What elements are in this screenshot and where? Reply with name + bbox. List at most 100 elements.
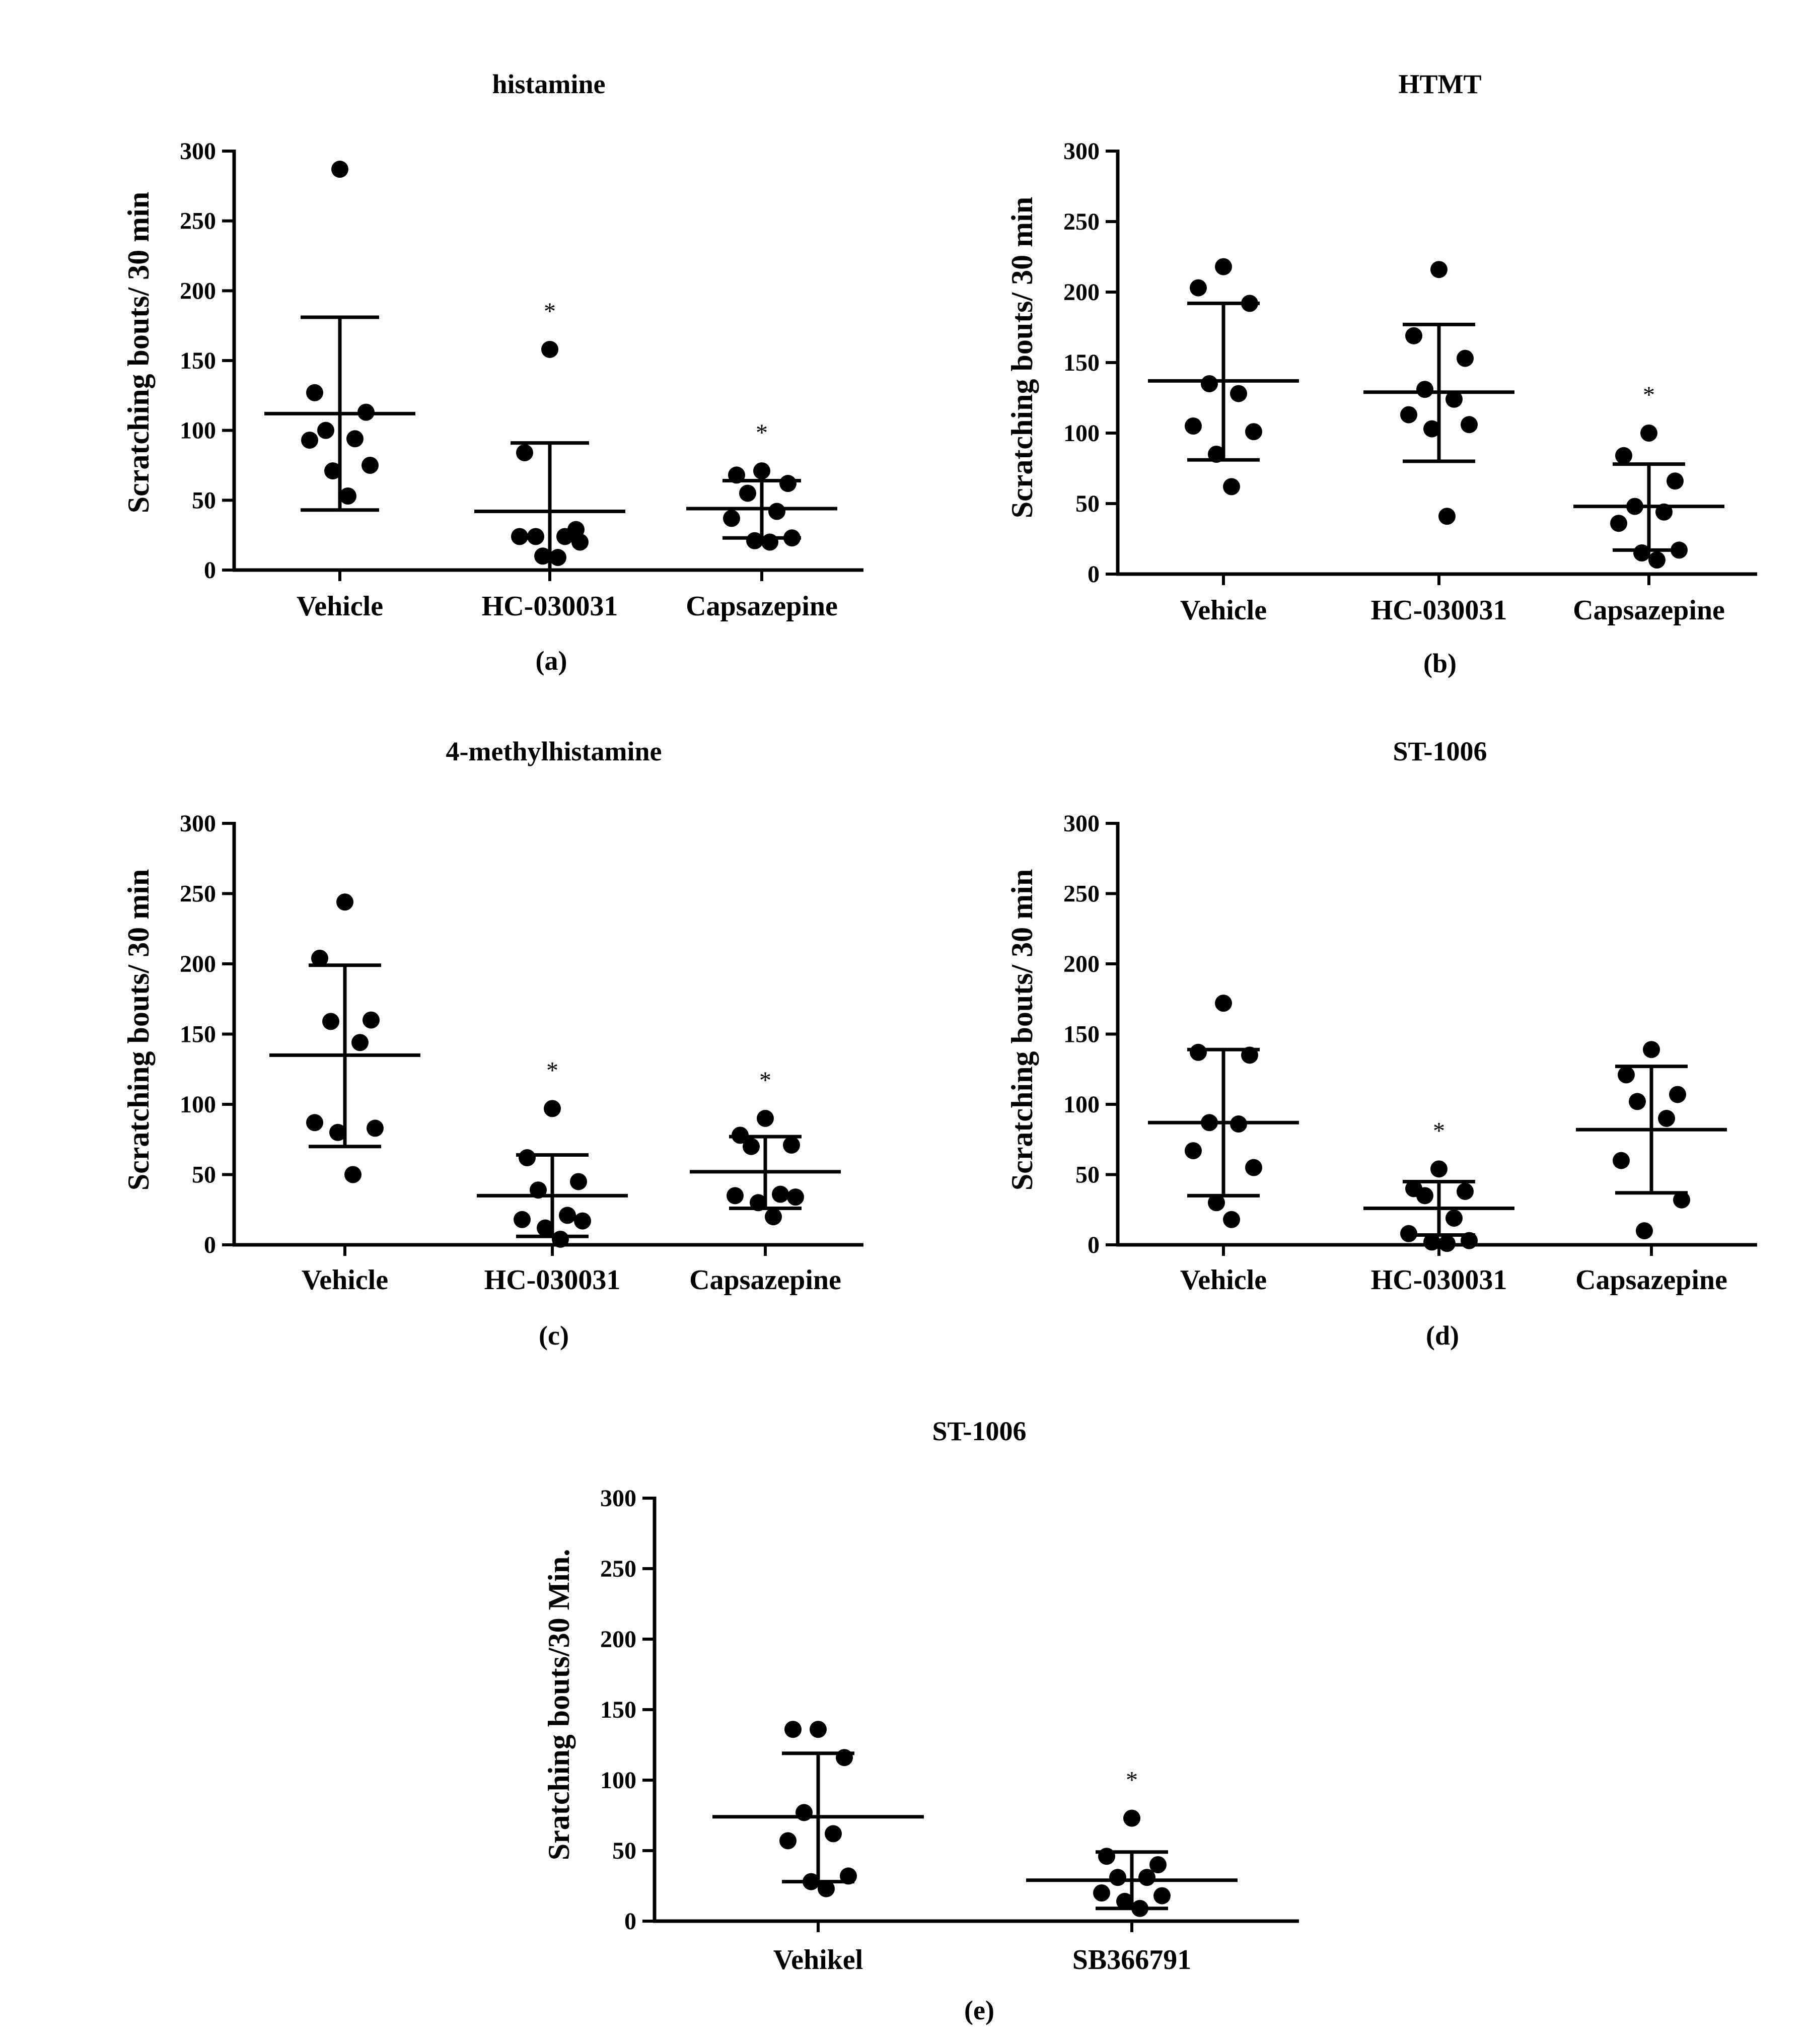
y-tick-label: 250 [1063,208,1100,235]
x-category-label: HC-030031 [484,1264,621,1296]
y-tick-label: 150 [180,1021,216,1048]
y-tick-label: 300 [1063,138,1100,165]
data-point [1636,1222,1653,1240]
x-category-label: Vehicle [1180,595,1267,626]
data-point [810,1721,827,1738]
data-point [1430,261,1448,278]
data-point [519,1149,536,1167]
plot-area: 0 50 100 150 200 250 300 Vehicle HC-030031 * Capsa… [1063,810,1757,1296]
data-point [825,1825,842,1843]
y-tick-label: 250 [1063,881,1100,907]
chart-title: ST-1006 [932,1416,1026,1446]
data-point [787,1188,804,1206]
data-point [772,1185,789,1203]
data-point [541,340,558,358]
x-category-label: Capsazepine [686,591,838,622]
y-tick-label: 200 [180,277,216,304]
data-point [1640,425,1657,442]
y-tick-label: 150 [600,1697,636,1723]
data-point [331,161,348,178]
y-tick-label: 50 [1075,1162,1100,1188]
data-point [317,421,334,439]
data-point [1093,1884,1110,1901]
data-point [1461,1232,1478,1249]
data-point [1438,508,1456,525]
data-point [301,432,318,449]
y-tick-label: 200 [1063,279,1100,306]
x-category-label: Capsazepine [1573,595,1725,626]
data-point [1438,1235,1456,1252]
y-tick-label: 0 [624,1908,636,1935]
x-category-label: Capsazepine [689,1264,841,1296]
y-tick-label: 50 [612,1838,636,1864]
x-category-label: HC-030031 [482,591,618,622]
significance-marker: * [756,419,768,446]
data-point [1416,1187,1433,1205]
data-point [761,533,778,551]
data-point [363,1011,380,1029]
chart-title: 4-methylhistamine [446,736,662,766]
data-point [746,532,763,549]
x-category-label: Vehikel [773,1944,863,1976]
data-point [306,384,323,401]
data-point [1223,478,1240,496]
y-axis-label: Scratching bouts/ 30 min [122,869,155,1190]
data-point [757,1109,774,1127]
y-tick-label: 100 [1063,420,1100,447]
y-tick-label: 300 [180,810,216,837]
data-point [329,1123,346,1141]
data-point [795,1804,813,1821]
data-point [1185,417,1202,435]
data-point [732,1126,749,1144]
data-point [765,1208,782,1226]
y-tick-label: 100 [180,1091,216,1118]
panel-label: (b) [1423,648,1457,678]
y-axis-label: Scratching bouts/ 30 min [1005,197,1039,518]
data-point [1416,381,1433,398]
data-point [1648,551,1666,569]
y-tick-label: 250 [600,1556,636,1582]
data-point [1423,420,1440,438]
data-point [1610,515,1627,532]
plot-area: 0 50 100 150 200 250 300 Vehikel SB366791 * [600,1485,1299,1976]
data-point [1123,1809,1140,1827]
plot-area: 0 50 100 150 200 250 300 Vehicle HC-030031 * Capsa… [180,810,863,1296]
data-point [1405,327,1422,344]
data-point [1241,295,1258,312]
data-point [1109,1869,1126,1886]
y-tick-label: 200 [600,1626,636,1653]
data-point [1423,1233,1440,1251]
data-point [1138,1869,1155,1886]
panel-label: (a) [536,646,567,676]
data-point [530,1181,547,1199]
y-tick-label: 0 [1088,1232,1100,1258]
data-point [527,528,544,545]
significance-marker: * [1643,382,1655,408]
chart-title: HTMT [1398,69,1481,99]
data-point [739,484,756,502]
data-point [1445,1209,1463,1227]
data-point [783,1136,800,1154]
data-point [840,1867,857,1885]
y-tick-label: 300 [180,138,216,165]
panel-label: (d) [1426,1320,1459,1351]
data-point [818,1880,835,1897]
chart-panel-c: 4-methylhistamine Scratching bouts/ 30 m… [122,736,863,1351]
y-tick-label: 250 [180,208,216,235]
data-point [351,1034,369,1051]
y-axis-label: Sratching bouts/30 Min. [542,1549,575,1860]
y-tick-label: 300 [1063,810,1100,837]
data-point [768,503,785,520]
data-point [1116,1892,1133,1910]
data-point [1669,1086,1686,1103]
chart-title: histamine [492,69,605,99]
data-point [1190,1043,1207,1061]
data-point [803,1873,820,1890]
y-tick-label: 100 [180,417,216,444]
data-point [1400,406,1417,424]
x-category-label: SB366791 [1072,1944,1192,1976]
y-tick-label: 50 [192,1162,216,1188]
data-point [1215,258,1232,275]
data-point [1400,1225,1417,1242]
